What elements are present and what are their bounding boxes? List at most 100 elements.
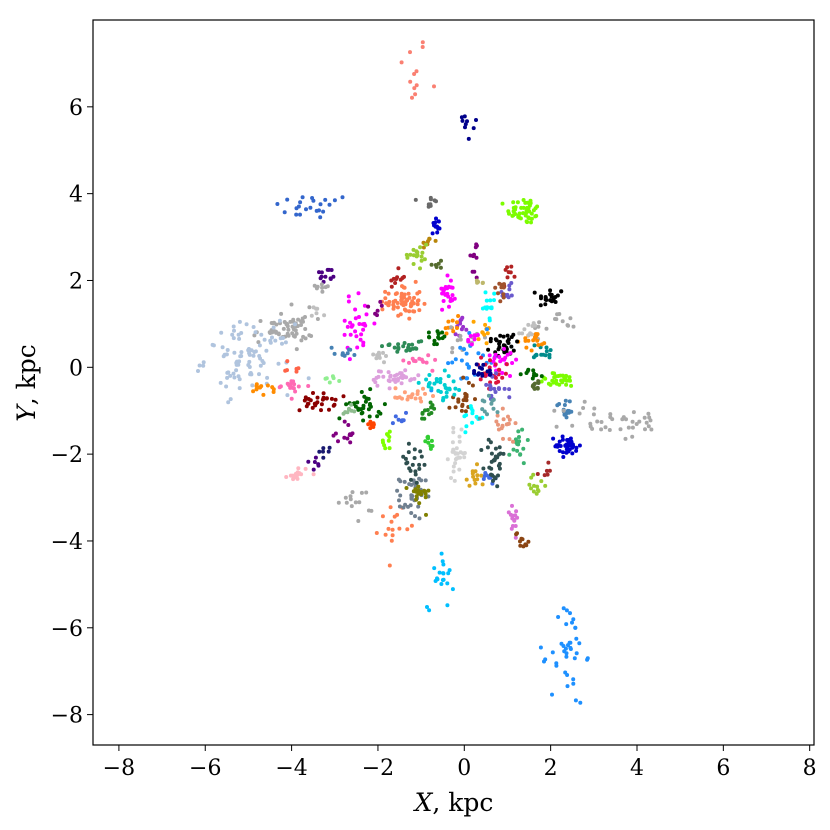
scatter-point-cluster-42 (450, 440, 455, 445)
scatter-point-cluster-42 (462, 455, 467, 460)
scatter-point-cluster-71 (450, 360, 455, 365)
scatter-point-cluster-79 (401, 358, 406, 363)
scatter-point-cluster-77 (412, 376, 417, 381)
scatter-point-cluster-0 (412, 72, 417, 76)
scatter-point-cluster-55 (552, 375, 557, 380)
scatter-point-cluster-79 (430, 368, 435, 373)
scatter-point-cluster-66 (453, 332, 458, 337)
scatter-point-cluster-41 (450, 587, 455, 592)
scatter-point-cluster-43 (471, 474, 476, 479)
scatter-point-cluster-51 (574, 445, 579, 450)
scatter-point-cluster-23 (257, 372, 261, 377)
scatter-point-cluster-23 (252, 350, 257, 354)
scatter-point-cluster-83 (413, 396, 418, 401)
scatter-point-cluster-13 (548, 298, 553, 303)
scatter-point-cluster-23 (236, 374, 241, 379)
scatter-point-cluster-23 (283, 340, 288, 345)
scatter-point-cluster-24 (257, 385, 262, 390)
scatter-point-cluster-43 (473, 481, 478, 486)
scatter-point-cluster-89 (480, 398, 485, 403)
scatter-point-cluster-87 (504, 422, 509, 427)
scatter-point-cluster-54 (590, 426, 595, 431)
scatter-point-cluster-11 (314, 286, 319, 291)
scatter-point-cluster-53 (564, 622, 569, 627)
scatter-point-cluster-17 (415, 302, 420, 307)
scatter-point-cluster-18 (357, 315, 361, 319)
scatter-point-cluster-0 (410, 95, 414, 100)
scatter-point-cluster-0 (420, 45, 425, 49)
scatter-point-cluster-10 (331, 274, 336, 279)
scatter-point-cluster-2 (294, 206, 299, 211)
scatter-point-cluster-23 (219, 330, 224, 335)
scatter-point-cluster-58 (547, 355, 552, 360)
scatter-point-cluster-46 (513, 535, 518, 540)
scatter-point-cluster-30 (346, 423, 351, 427)
scatter-point-cluster-74 (493, 390, 498, 394)
scatter-point-cluster-21 (375, 308, 380, 313)
scatter-point-cluster-61 (511, 348, 516, 353)
scatter-point-cluster-81 (353, 404, 358, 409)
scatter-point-cluster-48 (515, 448, 520, 453)
scatter-point-cluster-27 (329, 345, 334, 350)
scatter-point-cluster-49 (532, 483, 536, 488)
scatter-point-cluster-30 (331, 433, 336, 438)
scatter-point-cluster-23 (239, 350, 244, 355)
scatter-point-cluster-63 (492, 298, 496, 303)
scatter-point-cluster-44 (487, 475, 492, 480)
scatter-point-cluster-4 (428, 197, 433, 202)
scatter-point-cluster-76 (444, 394, 449, 399)
scatter-point-cluster-49 (535, 484, 540, 489)
scatter-point-cluster-85 (371, 422, 376, 427)
scatter-point-cluster-56 (535, 386, 540, 391)
scatter-point-cluster-58 (539, 352, 544, 357)
scatter-point-cluster-78 (406, 343, 411, 347)
scatter-point-cluster-41 (441, 577, 446, 582)
scatter-point-cluster-36 (409, 493, 414, 498)
scatter-point-cluster-45 (481, 466, 486, 471)
scatter-point-cluster-52 (563, 398, 568, 403)
scatter-point-cluster-61 (506, 341, 511, 345)
scatter-point-cluster-34 (344, 500, 349, 505)
scatter-point-cluster-9 (439, 258, 443, 263)
scatter-point-cluster-48 (511, 447, 516, 452)
scatter-point-cluster-7 (408, 252, 413, 257)
scatter-point-cluster-38 (401, 454, 406, 459)
scatter-point-cluster-27 (332, 351, 337, 356)
scatter-point-cluster-10 (328, 277, 333, 281)
scatter-point-cluster-51 (561, 450, 565, 455)
x-axis-label: X, kpc (413, 788, 494, 817)
scatter-point-cluster-91 (480, 373, 485, 378)
scatter-point-cluster-71 (446, 361, 451, 366)
scatter-point-cluster-76 (424, 377, 429, 382)
scatter-point-cluster-35 (387, 563, 392, 568)
y-tick-label: 0 (69, 356, 83, 381)
y-tick-label: 2 (69, 269, 83, 294)
scatter-point-cluster-38 (403, 456, 408, 461)
scatter-point-cluster-66 (459, 327, 464, 332)
scatter-point-cluster-4 (413, 197, 418, 202)
scatter-point-cluster-84 (430, 403, 435, 408)
scatter-point-cluster-56 (536, 379, 541, 384)
scatter-point-cluster-33 (311, 472, 316, 477)
scatter-point-cluster-57 (525, 369, 530, 373)
scatter-point-cluster-42 (457, 439, 462, 444)
scatter-point-cluster-45 (501, 451, 506, 456)
scatter-point-cluster-23 (201, 360, 206, 365)
scatter-point-cluster-17 (415, 291, 420, 296)
scatter-point-cluster-0 (414, 83, 419, 88)
scatter-point-cluster-68 (432, 342, 437, 347)
scatter-point-cluster-2 (340, 195, 345, 200)
scatter-point-cluster-60 (526, 322, 531, 327)
scatter-point-cluster-63 (489, 305, 494, 310)
y-tick-label: −8 (51, 704, 83, 729)
scatter-point-cluster-61 (509, 344, 514, 349)
scatter-point-cluster-17 (380, 307, 385, 312)
scatter-point-cluster-77 (374, 375, 379, 380)
scatter-point-cluster-77 (399, 371, 404, 376)
scatter-point-cluster-23 (226, 370, 231, 375)
scatter-point-cluster-86 (404, 410, 408, 415)
scatter-point-cluster-55 (539, 379, 544, 384)
scatter-point-cluster-62 (445, 285, 450, 290)
scatter-point-cluster-50 (535, 472, 540, 476)
scatter-point-cluster-79 (421, 359, 426, 364)
